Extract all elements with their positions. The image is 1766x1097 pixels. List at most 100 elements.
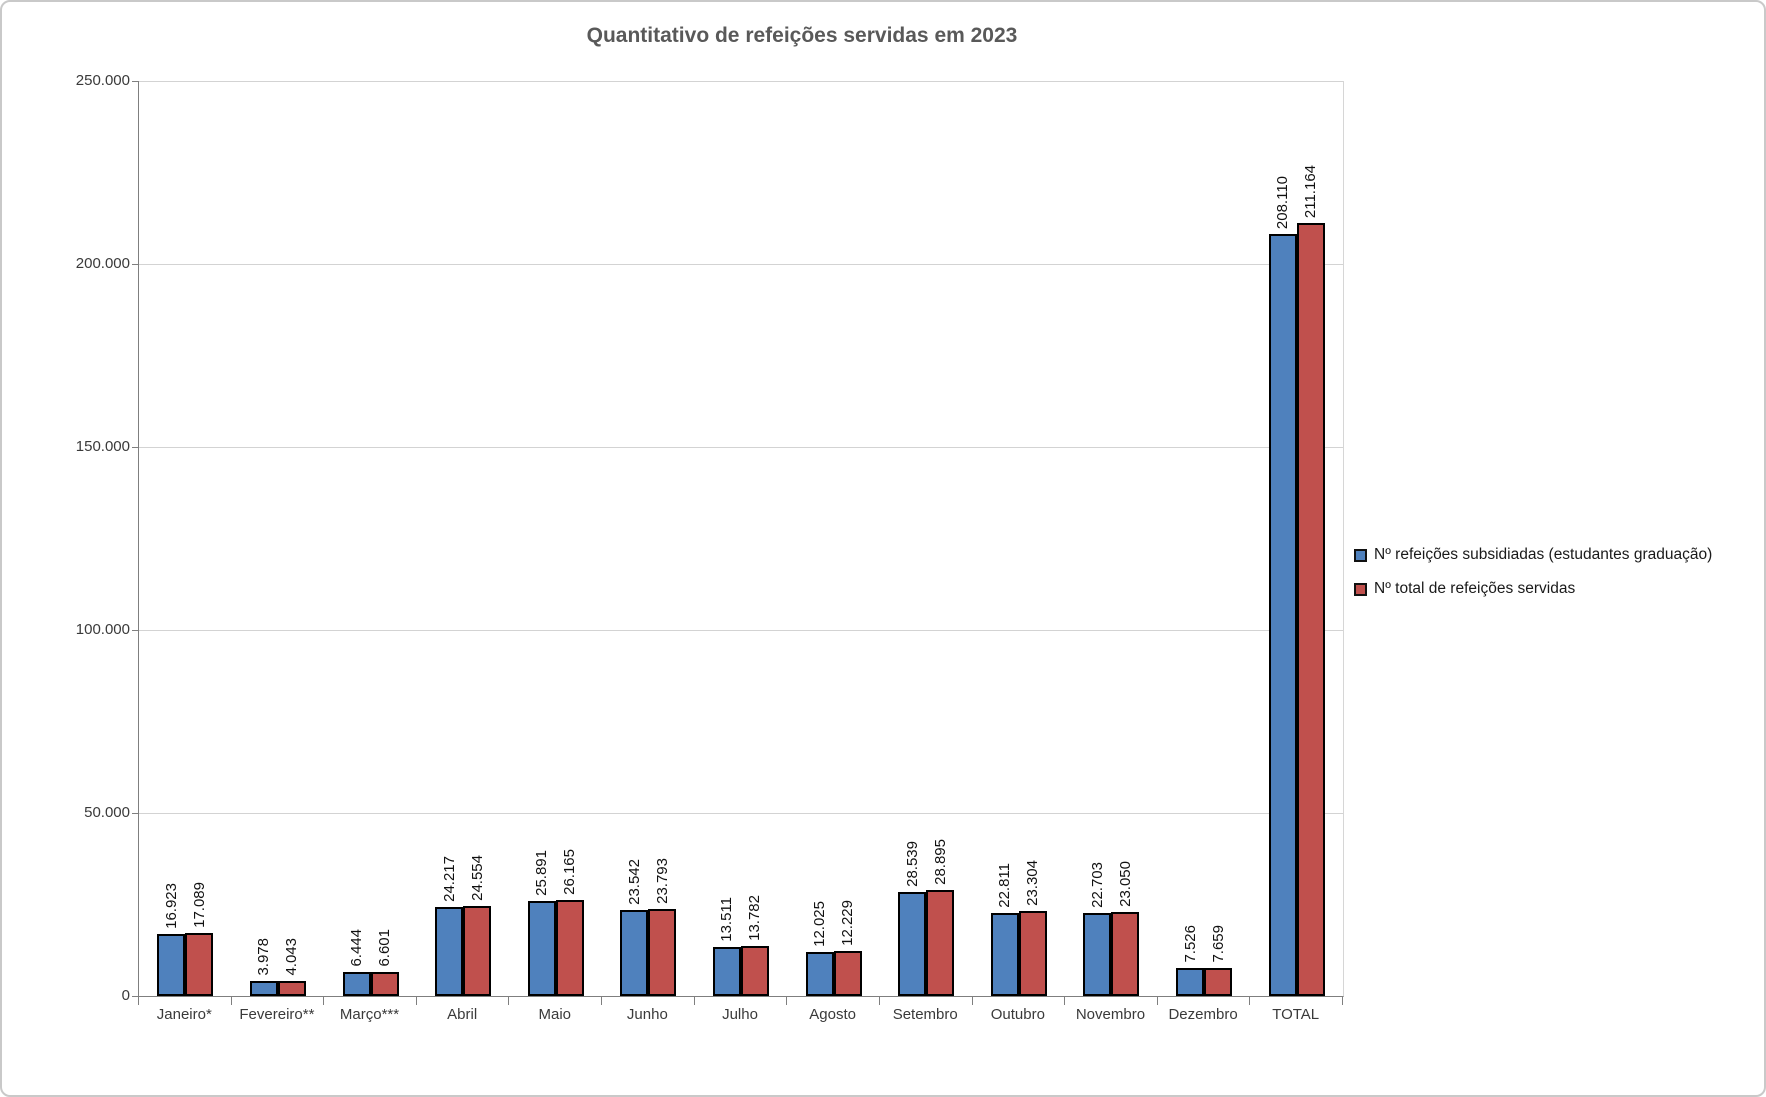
bar-item: 23.542 bbox=[620, 81, 649, 996]
x-axis-tick-mark bbox=[508, 997, 510, 1005]
bar-julho bbox=[712, 947, 741, 996]
gridline bbox=[139, 264, 1343, 265]
x-axis-label-total: TOTAL bbox=[1272, 1006, 1320, 1023]
x-axis-label-fevereiro: Fevereiro** bbox=[239, 1006, 315, 1023]
bar-value-label: 3.978 bbox=[255, 938, 273, 976]
bar-mar-o bbox=[342, 972, 371, 996]
bar-junho bbox=[620, 910, 649, 996]
x-axis-tick-mark bbox=[878, 997, 880, 1005]
bars-container: 16.923 17.089 3.978 4.043 6.444 6.601 24.217 24… bbox=[139, 81, 1343, 996]
bar-item: 6.444 bbox=[342, 81, 371, 996]
bar-julho bbox=[740, 946, 769, 996]
bar-value-label: 7.526 bbox=[1181, 925, 1199, 963]
bar-item: 211.164 bbox=[1296, 81, 1325, 996]
x-axis-tick-mark bbox=[601, 997, 603, 1005]
bar-item: 12.025 bbox=[805, 81, 834, 996]
x-axis-tick-mark bbox=[415, 997, 417, 1005]
bar-value-label: 23.542 bbox=[625, 859, 643, 905]
legend-swatch-blue-icon bbox=[1354, 548, 1367, 562]
x-axis-tick-mark bbox=[1064, 997, 1066, 1005]
bar-agosto bbox=[805, 952, 834, 996]
bar-value-label: 208.110 bbox=[1274, 175, 1292, 229]
bar-item: 26.165 bbox=[555, 81, 584, 996]
y-axis-tick-label: 100.000 bbox=[75, 621, 130, 638]
x-axis-label-dezembro: Dezembro bbox=[1168, 1006, 1238, 1023]
x-axis-tick-mark bbox=[1342, 997, 1343, 1005]
bar-value-label: 7.659 bbox=[1209, 925, 1227, 963]
bar-group-mar-o: 6.444 6.601 bbox=[324, 81, 417, 996]
bar-value-label: 22.811 bbox=[996, 863, 1014, 908]
x-axis-label-julho: Julho bbox=[722, 1006, 758, 1023]
bar-item: 7.659 bbox=[1204, 81, 1232, 996]
y-axis-tick-label: 0 bbox=[121, 987, 130, 1004]
bar-dezembro bbox=[1204, 968, 1232, 996]
bar-dezembro bbox=[1176, 968, 1204, 996]
chart-title: Quantitativo de refeições servidas em 20… bbox=[586, 24, 1018, 47]
gridline bbox=[139, 81, 1343, 82]
bar-junho bbox=[648, 909, 677, 996]
legend-label: Nº total de refeições servidas bbox=[1374, 580, 1576, 597]
bar-item: 13.511 bbox=[712, 81, 741, 996]
x-axis-label-agosto: Agosto bbox=[809, 1006, 856, 1023]
x-axis-label-abril: Abril bbox=[447, 1006, 478, 1023]
bar-group-novembro: 22.703 23.050 bbox=[1065, 81, 1158, 996]
bar-fevereiro bbox=[249, 981, 278, 996]
bar-item: 4.043 bbox=[277, 81, 306, 996]
y-axis-tick-label: 150.000 bbox=[75, 438, 130, 455]
bar-value-label: 211.164 bbox=[1302, 164, 1320, 218]
x-axis-tick-mark bbox=[138, 997, 139, 1005]
bar-value-label: 25.891 bbox=[533, 850, 551, 896]
bar-item: 23.793 bbox=[648, 81, 677, 996]
x-axis-label-maio: Maio bbox=[538, 1006, 572, 1023]
x-axis-label-mar-o: Março*** bbox=[339, 1006, 400, 1023]
plot-area: 16.923 17.089 3.978 4.043 6.444 6.601 24.217 24… bbox=[138, 81, 1344, 997]
bar-group-abril: 24.217 24.554 bbox=[417, 81, 510, 996]
bar-item: 12.229 bbox=[833, 81, 862, 996]
bar-value-label: 28.895 bbox=[931, 839, 949, 885]
bar-value-label: 22.703 bbox=[1088, 862, 1106, 908]
bar-group-fevereiro: 3.978 4.043 bbox=[232, 81, 325, 996]
bar-agosto bbox=[833, 951, 862, 996]
bar-total bbox=[1268, 234, 1297, 996]
bar-item: 17.089 bbox=[185, 81, 214, 996]
bar-value-label: 24.217 bbox=[440, 856, 458, 902]
y-axis-tick-label: 250.000 bbox=[75, 72, 130, 89]
x-axis-tick-mark bbox=[1156, 997, 1158, 1005]
bar-group-junho: 23.542 23.793 bbox=[602, 81, 695, 996]
bar-value-label: 23.050 bbox=[1116, 861, 1134, 907]
legend-entry-subsidiadas: Nº refeições subsidiadas (estudantes gra… bbox=[1354, 546, 1712, 564]
bar-group-maio: 25.891 26.165 bbox=[509, 81, 602, 996]
bar-outubro bbox=[990, 913, 1019, 996]
bar-item: 23.304 bbox=[1018, 81, 1047, 996]
x-axis-label-janeiro: Janeiro* bbox=[156, 1006, 212, 1023]
bar-value-label: 13.511 bbox=[718, 897, 736, 942]
bar-item: 16.923 bbox=[157, 81, 186, 996]
bar-group-agosto: 12.025 12.229 bbox=[787, 81, 880, 996]
bar-janeiro bbox=[185, 933, 214, 996]
bar-item: 22.703 bbox=[1083, 81, 1112, 996]
bar-item: 24.217 bbox=[435, 81, 464, 996]
y-axis-tick-mark bbox=[132, 264, 138, 265]
bar-mar-o bbox=[370, 972, 399, 996]
x-axis-tick-mark bbox=[971, 997, 973, 1005]
bar-value-label: 12.229 bbox=[839, 900, 857, 946]
bar-abril bbox=[435, 907, 464, 996]
bar-group-setembro: 28.539 28.895 bbox=[880, 81, 973, 996]
x-axis-label-junho: Junho bbox=[626, 1006, 668, 1023]
y-axis-tick-mark bbox=[132, 81, 138, 82]
bar-janeiro bbox=[157, 934, 186, 996]
bar-item: 7.526 bbox=[1176, 81, 1204, 996]
y-axis-tick-label: 200.000 bbox=[75, 255, 130, 272]
bar-value-label: 23.304 bbox=[1024, 860, 1042, 906]
x-axis-tick-mark bbox=[1249, 997, 1251, 1005]
bar-novembro bbox=[1083, 913, 1112, 996]
legend: Nº refeições subsidiadas (estudantes gra… bbox=[1354, 546, 1712, 614]
bar-outubro bbox=[1018, 911, 1047, 996]
bar-group-julho: 13.511 13.782 bbox=[695, 81, 788, 996]
bar-value-label: 24.554 bbox=[468, 855, 486, 901]
y-axis-tick-mark bbox=[132, 630, 138, 631]
gridline bbox=[139, 630, 1343, 631]
bar-value-label: 28.539 bbox=[903, 841, 921, 887]
bar-item: 24.554 bbox=[463, 81, 492, 996]
bar-setembro bbox=[926, 890, 955, 996]
